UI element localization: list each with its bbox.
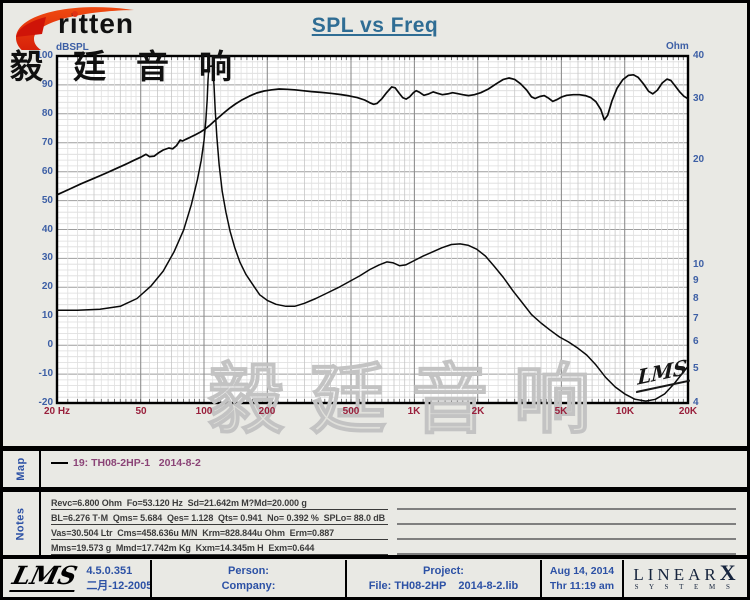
lms-logo: LMS [9,561,83,592]
project-label: Project: [423,564,464,577]
y-right-tick: 20 [693,154,705,165]
x-tick: 1K [407,406,421,417]
notes-content: Revc=6.800 Ohm Fo=53.120 Hz Sd=21.642m M… [41,492,747,555]
brand-sub: S Y S T E M S [634,583,735,591]
brand-logo: ritten [6,0,196,65]
y-right-tick: 9 [693,275,699,286]
y-right-unit-label: Ohm [666,41,689,52]
logo-swoosh-icon [15,7,135,65]
y-left-tick: 50 [41,195,53,206]
map-section-label: Map [3,451,41,487]
y-right-tick: 8 [693,293,699,304]
logo-text: ritten [58,8,134,39]
note-line: Vas=30.504 Ltr Cms=458.636u M/N Krm=828.… [51,525,736,540]
x-tick: 10K [615,406,635,417]
notes-section-label: Notes [3,492,41,555]
x-tick: 2K [471,406,485,417]
note-line: Revc=6.800 Ohm Fo=53.120 Hz Sd=21.642m M… [51,495,736,510]
brand-x: X [719,560,736,585]
y-left-tick: -10 [38,368,53,379]
separator-bar [0,555,750,559]
note-line: BL=6.276 T·M Qms= 5.684 Qes= 1.128 Qts= … [51,510,736,525]
company-label: Company: [221,579,276,592]
note-rule [397,527,736,540]
brand-main: LINEAR [633,565,720,584]
y-right-tick: 30 [693,93,705,104]
y-right-tick: 4 [693,397,699,408]
logo-i-dot-icon [72,11,78,17]
version-date: 二月-12-2005 [86,579,153,592]
footer-project-cell: Project: File: TH08-2HP 2014-8-2.lib [345,560,540,597]
footer-version-cell: LMS 4.5.0.351 二月-12-2005 [3,560,153,597]
x-tick: 50 [135,406,147,417]
y-left-tick: 80 [41,108,53,119]
note-rule [397,497,736,510]
y-right-tick: 40 [693,50,705,61]
y-left-tick: 70 [41,137,53,148]
time-text: Thr 11:19 am [549,579,615,592]
note-rule [397,542,736,555]
person-label: Person: [228,564,269,577]
y-left-tick: 10 [41,310,53,321]
notes-section: Notes Revc=6.800 Ohm Fo=53.120 Hz Sd=21.… [3,492,747,555]
y-right-tick: 6 [693,336,699,347]
file-label: File: TH08-2HP 2014-8-2.lib [368,579,519,592]
footer-bar: LMS 4.5.0.351 二月-12-2005 Person: Company… [3,560,747,597]
page-title: SPL vs Freq [311,14,439,37]
y-left-tick: 40 [41,224,53,235]
x-tick: 20K [678,406,698,417]
note-line: Mms=19.573 g Mmd=17.742m Kg Kxm=14.345m … [51,540,736,555]
separator-bar [0,487,750,492]
y-left-unit-label: dBSPL [56,42,89,53]
separator-bar [0,446,750,451]
y-right-tick: 5 [693,363,699,374]
x-tick: 5K [554,406,568,417]
map-content: 19: TH08-2HP-1 2014-8-2 [41,451,747,487]
note-rule [397,512,736,525]
y-right-tick: 7 [693,313,699,324]
y-left-tick: -20 [38,397,53,408]
y-left-tick: 100 [36,50,53,61]
legend-line-icon [51,462,68,464]
y-left-tick: 30 [41,252,53,263]
y-left-tick: 20 [41,281,53,292]
x-tick: 100 [195,406,213,417]
footer-date-cell: Aug 14, 2014 Thr 11:19 am [540,560,622,597]
y-left-tick: 90 [41,79,53,90]
cjk-watermark: 毅廷音响 [207,354,616,445]
y-left-tick: 60 [41,166,53,177]
y-right-tick: 10 [693,259,705,270]
x-tick: 20 Hz [43,406,71,417]
x-tick: 200 [258,406,276,417]
x-tick: 500 [342,406,360,417]
y-left-tick: 0 [47,339,53,350]
date-text: Aug 14, 2014 [549,564,615,577]
map-section: Map 19: TH08-2HP-1 2014-8-2 [3,451,747,487]
logo-cjk-text: 毅廷音响 [10,47,262,86]
footer-person-cell: Person: Company: [150,560,345,597]
version-text: 4.5.0.351 [86,564,133,577]
linearx-logo: LINEARX S Y S T E M S [622,560,745,597]
legend-text: 19: TH08-2HP-1 2014-8-2 [73,457,201,469]
